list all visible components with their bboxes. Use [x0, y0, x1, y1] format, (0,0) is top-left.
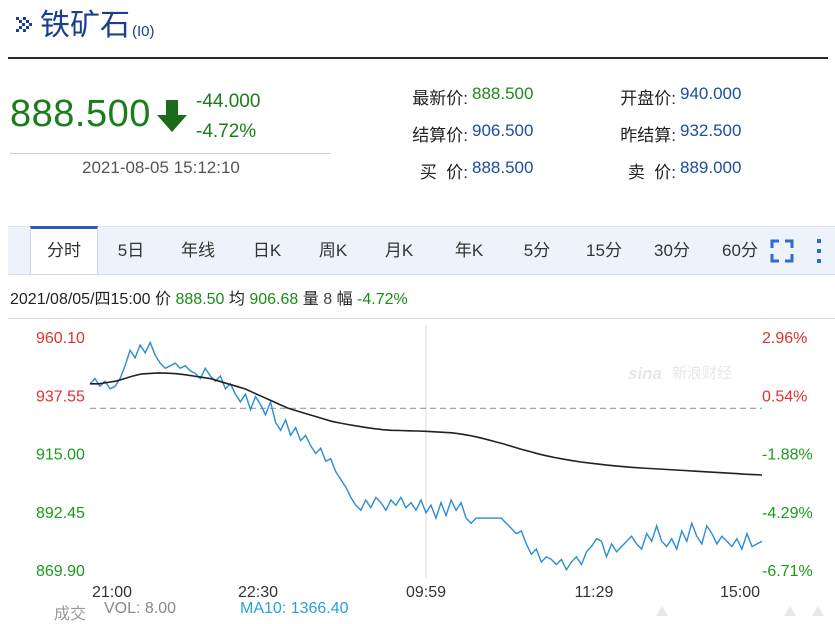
tab-15min[interactable]: 15分	[586, 241, 622, 260]
y-right-tick-label: -1.88%	[762, 447, 813, 464]
y-right-tick-label: -4.29%	[762, 505, 813, 522]
info-datetime: 2021/08/05/四15:00	[10, 291, 151, 308]
header-divider	[8, 57, 828, 59]
volume-value: VOL: 8.00	[104, 600, 177, 617]
info-range: -4.72%	[357, 291, 408, 308]
svg-text:sina: sina	[628, 364, 662, 383]
tab-60min[interactable]: 60分	[722, 241, 758, 260]
info-price: 888.50	[175, 291, 225, 308]
instrument-name: 铁矿石	[40, 8, 130, 43]
x-tick-label: 22:30	[238, 584, 278, 601]
quote-label-open: 开盘价:	[620, 89, 676, 108]
price-change-percent: -4.72%	[196, 121, 257, 142]
tab-5day[interactable]: 5日	[117, 241, 145, 260]
watermark-text: 新浪财经	[672, 364, 732, 382]
tab-daily-k[interactable]: 日K	[252, 241, 282, 260]
more-menu-icon[interactable]	[814, 237, 824, 265]
x-tick-label: 11:29	[575, 584, 614, 601]
tab-weekly-k[interactable]: 周K	[318, 241, 348, 260]
info-price-label: 价	[155, 291, 172, 308]
volume-label: 成交	[54, 606, 87, 623]
quote-value-settle: 906.500	[472, 121, 534, 140]
y-right-tick-label: -6.71%	[762, 563, 813, 580]
y-left-tick-label: 937.55	[36, 388, 85, 405]
info-vol: 8	[323, 291, 333, 308]
info-avg: 906.68	[249, 291, 299, 308]
y-left-tick-label: 892.45	[36, 505, 85, 522]
volume-bar-markers	[656, 606, 824, 616]
info-vol-label: 量	[302, 291, 319, 308]
info-avg-label: 均	[228, 291, 245, 308]
quote-value-ask: 889.000	[680, 158, 742, 177]
chart-top-divider	[8, 318, 835, 319]
ma10-value: MA10: 1366.40	[240, 600, 349, 617]
average-price-line	[90, 372, 763, 476]
price-change: -44.000	[196, 91, 261, 112]
instrument-code: (I0)	[132, 23, 155, 40]
quote-label-last: 最新价:	[412, 89, 468, 108]
tab-30min[interactable]: 30分	[654, 241, 690, 260]
hover-info-line: 2021/08/05/四15:00 价 888.50 均 906.68 量 8 …	[10, 285, 408, 309]
y-right-tick-label: 2.96%	[762, 330, 807, 347]
double-chevron-right-icon	[16, 17, 32, 32]
y-left-tick-label: 960.10	[36, 330, 85, 347]
fullscreen-icon[interactable]	[770, 239, 794, 263]
quote-value-bid: 888.500	[472, 158, 534, 177]
tab-intraday[interactable]: 分时	[30, 226, 98, 274]
down-arrow-icon	[157, 100, 187, 132]
chart-period-tabs: 分时 5日 年线 日K 周K 月K 年K 5分 15分 30分 60分	[8, 226, 835, 275]
instrument-header: 铁矿石 (I0)	[14, 8, 155, 44]
quote-timestamp: 2021-08-05 15:12:10	[82, 158, 240, 177]
quote-label-settle: 结算价:	[412, 126, 468, 145]
info-range-label: 幅	[336, 291, 353, 308]
quote-value-open: 940.000	[680, 84, 742, 103]
x-tick-label: 21:00	[92, 584, 132, 601]
tab-monthly-k[interactable]: 月K	[384, 241, 414, 260]
quote-label-prev-settle: 昨结算:	[620, 126, 676, 145]
quote-label-bid: 买 价:	[419, 163, 468, 182]
chart-watermark: sina 新浪财经	[628, 364, 732, 383]
x-tick-label: 15:00	[720, 584, 760, 601]
quote-value-last: 888.500	[472, 84, 534, 103]
quote-value-prev-settle: 932.500	[680, 121, 742, 140]
tab-yearline[interactable]: 年线	[181, 241, 215, 260]
y-right-tick-label: 0.54%	[762, 388, 807, 405]
y-left-tick-label: 869.90	[36, 563, 85, 580]
y-left-tick-label: 915.00	[36, 447, 85, 464]
price-line	[89, 340, 763, 572]
quote-label-ask: 卖 价:	[627, 163, 676, 182]
price-divider	[10, 153, 330, 154]
tab-yearly-k[interactable]: 年K	[454, 241, 484, 260]
chart-grid	[90, 325, 762, 578]
tab-5min[interactable]: 5分	[523, 241, 551, 260]
last-price: 888.500	[10, 93, 151, 135]
x-tick-label: 09:59	[406, 584, 446, 601]
